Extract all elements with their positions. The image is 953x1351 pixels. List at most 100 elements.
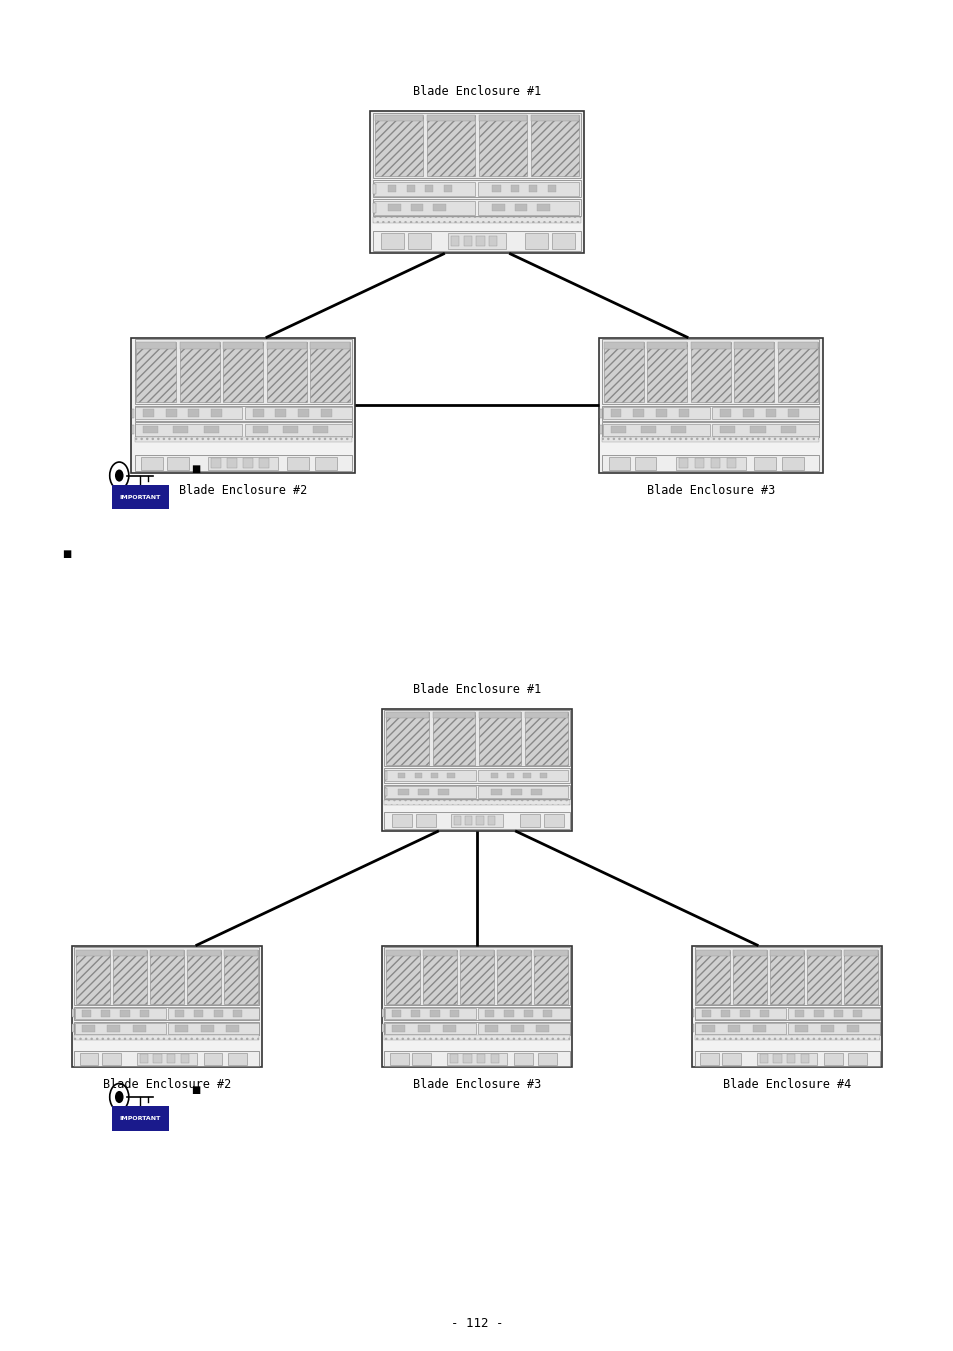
- Bar: [134, 438, 352, 442]
- Bar: [539, 773, 547, 778]
- Bar: [141, 457, 163, 470]
- Bar: [375, 115, 422, 122]
- Text: Blade Enclosure #1: Blade Enclosure #1: [413, 85, 540, 99]
- Bar: [721, 1052, 740, 1065]
- Bar: [275, 409, 286, 417]
- Bar: [447, 773, 455, 778]
- Bar: [478, 712, 521, 765]
- Bar: [463, 236, 472, 246]
- Bar: [794, 1025, 807, 1032]
- Bar: [814, 1011, 822, 1017]
- Bar: [74, 1035, 259, 1040]
- Bar: [245, 407, 352, 419]
- Bar: [174, 1025, 188, 1032]
- Bar: [134, 422, 352, 436]
- Bar: [530, 789, 541, 794]
- Bar: [72, 1009, 74, 1017]
- Bar: [174, 1011, 184, 1017]
- Bar: [384, 769, 569, 782]
- Bar: [384, 1006, 569, 1020]
- Bar: [415, 773, 421, 778]
- Bar: [432, 712, 475, 717]
- Bar: [490, 1054, 498, 1063]
- Bar: [374, 201, 475, 215]
- Bar: [695, 1008, 785, 1019]
- Bar: [382, 1024, 384, 1032]
- Bar: [529, 185, 537, 192]
- Bar: [417, 1025, 430, 1032]
- Bar: [536, 1025, 549, 1032]
- Bar: [477, 201, 578, 215]
- Text: IMPORTANT: IMPORTANT: [119, 494, 161, 500]
- Text: ■: ■: [191, 463, 200, 474]
- Bar: [381, 709, 572, 831]
- Bar: [646, 342, 686, 349]
- Bar: [710, 458, 720, 469]
- Bar: [373, 231, 580, 251]
- Bar: [484, 1025, 497, 1032]
- Bar: [226, 1025, 239, 1032]
- Bar: [696, 950, 729, 1004]
- Bar: [134, 455, 352, 471]
- Bar: [228, 1052, 246, 1065]
- Circle shape: [114, 1092, 124, 1102]
- Bar: [259, 458, 269, 469]
- Bar: [777, 342, 817, 403]
- Bar: [750, 426, 764, 434]
- Bar: [845, 1025, 859, 1032]
- Bar: [843, 950, 877, 955]
- Circle shape: [114, 469, 124, 482]
- Bar: [786, 1054, 795, 1063]
- Bar: [313, 426, 328, 434]
- Bar: [408, 234, 431, 249]
- Bar: [443, 1025, 456, 1032]
- Bar: [806, 950, 841, 1004]
- Bar: [384, 812, 569, 828]
- Bar: [601, 438, 819, 442]
- Bar: [773, 1054, 781, 1063]
- Bar: [314, 457, 336, 470]
- Bar: [167, 457, 189, 470]
- Bar: [422, 950, 456, 1004]
- Bar: [310, 342, 350, 349]
- Bar: [384, 771, 387, 780]
- Bar: [233, 1011, 242, 1017]
- Bar: [601, 405, 819, 420]
- Bar: [676, 457, 744, 470]
- Bar: [477, 786, 568, 798]
- Bar: [385, 1008, 476, 1019]
- Bar: [640, 426, 656, 434]
- Bar: [507, 773, 514, 778]
- Bar: [392, 1025, 404, 1032]
- Text: ■: ■: [191, 1085, 200, 1096]
- Bar: [524, 712, 567, 765]
- Bar: [701, 1011, 710, 1017]
- Bar: [431, 773, 437, 778]
- Bar: [476, 236, 484, 246]
- Bar: [764, 409, 776, 417]
- Bar: [180, 1054, 189, 1063]
- Bar: [484, 1011, 494, 1017]
- Bar: [386, 712, 429, 765]
- Bar: [143, 409, 153, 417]
- Bar: [694, 458, 703, 469]
- Bar: [478, 115, 526, 176]
- Bar: [120, 1011, 130, 1017]
- Bar: [373, 180, 580, 197]
- Bar: [287, 457, 308, 470]
- Bar: [742, 409, 753, 417]
- Bar: [510, 185, 518, 192]
- Bar: [189, 409, 199, 417]
- Bar: [524, 712, 567, 717]
- Bar: [80, 1052, 98, 1065]
- Bar: [374, 182, 475, 196]
- Bar: [427, 115, 475, 122]
- Bar: [800, 1054, 808, 1063]
- Bar: [133, 1025, 146, 1032]
- Bar: [477, 182, 578, 196]
- Bar: [523, 1011, 532, 1017]
- Bar: [72, 1024, 74, 1032]
- Bar: [487, 816, 495, 824]
- Bar: [369, 112, 583, 254]
- Bar: [433, 204, 445, 211]
